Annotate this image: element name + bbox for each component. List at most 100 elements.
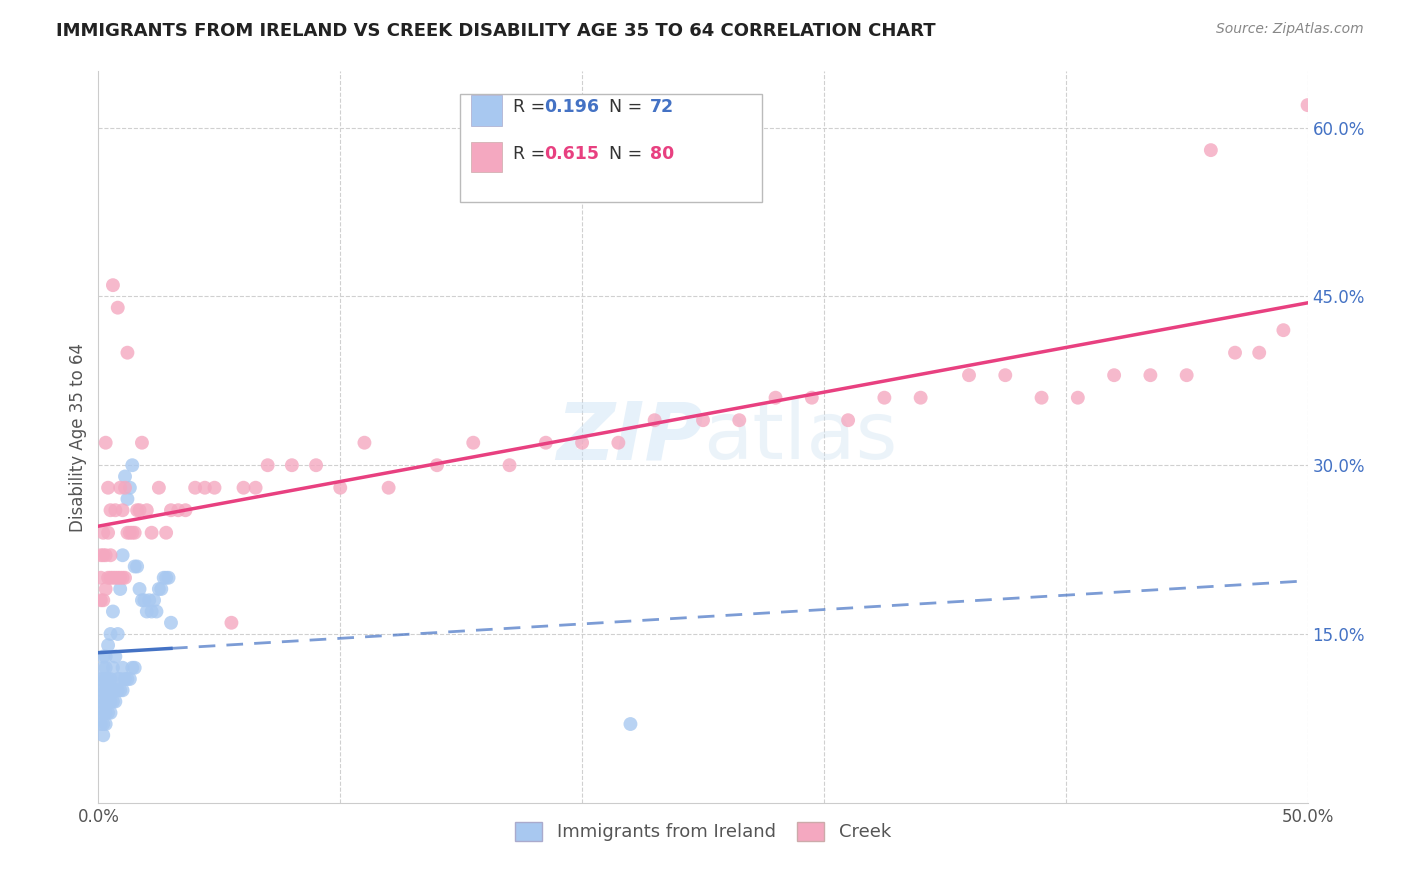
Point [644, 413, 666, 427]
Point [100, 672, 122, 686]
Point [108, 582, 131, 596]
Point [121, 458, 143, 473]
Point [91, 649, 114, 664]
Point [90, 694, 112, 708]
Point [138, 593, 160, 607]
Point [957, 368, 980, 383]
Point [148, 582, 170, 596]
Y-axis label: Disability Age 35 to 64: Disability Age 35 to 64 [69, 343, 87, 532]
Point [245, 481, 267, 495]
Point [111, 503, 134, 517]
Text: IMMIGRANTS FROM IRELAND VS CREEK DISABILITY AGE 35 TO 64 CORRELATION CHART: IMMIGRANTS FROM IRELAND VS CREEK DISABIL… [56, 22, 936, 40]
Point [167, 503, 190, 517]
Point [91, 672, 114, 686]
Text: Source: ZipAtlas.com: Source: ZipAtlas.com [1216, 22, 1364, 37]
Point [728, 413, 751, 427]
Point [1272, 323, 1295, 337]
Point [1031, 391, 1053, 405]
Point [100, 683, 122, 698]
Point [498, 458, 520, 473]
Point [221, 615, 243, 630]
Point [97, 525, 120, 540]
Point [873, 391, 896, 405]
Point [256, 458, 278, 473]
Point [114, 481, 136, 495]
Point [100, 694, 122, 708]
Point [117, 672, 139, 686]
Point [994, 368, 1017, 383]
Point [152, 571, 174, 585]
Point [619, 717, 641, 731]
Point [184, 481, 207, 495]
Point [111, 661, 134, 675]
Point [1296, 98, 1319, 112]
Point [329, 481, 352, 495]
Point [124, 525, 146, 540]
Point [117, 345, 139, 359]
Point [145, 605, 167, 619]
Point [90, 548, 112, 562]
Point [97, 683, 120, 698]
Point [111, 548, 134, 562]
Point [91, 683, 114, 698]
Point [174, 503, 197, 517]
Point [692, 413, 714, 427]
Point [1067, 391, 1090, 405]
Point [111, 683, 134, 698]
Point [97, 571, 120, 585]
Point [91, 717, 114, 731]
Point [101, 683, 124, 698]
Point [104, 571, 127, 585]
Point [90, 706, 112, 720]
Point [90, 672, 112, 686]
Point [1199, 143, 1222, 157]
Point [91, 593, 114, 607]
Point [607, 435, 630, 450]
Point [114, 571, 136, 585]
Point [117, 491, 139, 506]
Point [97, 481, 120, 495]
Point [104, 649, 127, 664]
Point [108, 571, 131, 585]
Legend: Immigrants from Ireland, Creek: Immigrants from Ireland, Creek [508, 814, 898, 848]
Point [100, 627, 122, 641]
Point [135, 503, 157, 517]
Point [135, 605, 157, 619]
Point [94, 548, 117, 562]
Text: R =: R = [513, 98, 551, 116]
Point [155, 525, 177, 540]
Point [141, 605, 163, 619]
Point [1223, 345, 1246, 359]
Text: ZIP: ZIP [555, 398, 703, 476]
Point [104, 503, 127, 517]
Point [94, 435, 117, 450]
Point [155, 571, 177, 585]
Point [97, 638, 120, 652]
Point [118, 672, 141, 686]
Point [104, 694, 127, 708]
Point [377, 481, 399, 495]
Point [121, 525, 143, 540]
Point [91, 706, 114, 720]
Point [94, 683, 117, 698]
Point [426, 458, 449, 473]
Point [100, 548, 122, 562]
Point [124, 559, 146, 574]
Point [150, 582, 173, 596]
Text: 0.615: 0.615 [544, 145, 599, 162]
Point [94, 717, 117, 731]
Point [131, 593, 153, 607]
Point [534, 435, 557, 450]
Point [128, 503, 150, 517]
Point [148, 481, 170, 495]
Point [97, 672, 120, 686]
Point [571, 435, 593, 450]
Text: 80: 80 [650, 145, 673, 162]
Point [910, 391, 932, 405]
Point [91, 525, 114, 540]
Point [134, 593, 156, 607]
Point [124, 661, 146, 675]
Point [194, 481, 217, 495]
Point [94, 582, 117, 596]
Text: N =: N = [598, 98, 647, 116]
